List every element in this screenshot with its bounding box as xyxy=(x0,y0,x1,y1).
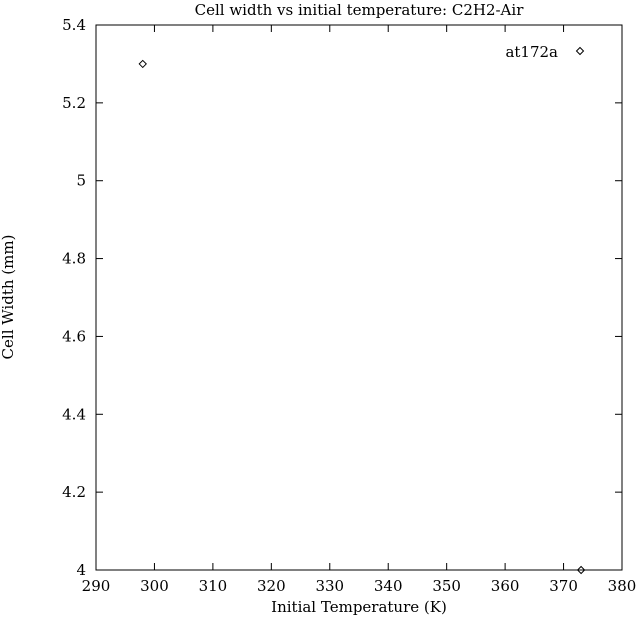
y-tick-label: 5.2 xyxy=(62,94,86,112)
x-tick-label: 310 xyxy=(199,577,228,595)
x-tick-label: 300 xyxy=(140,577,169,595)
y-tick-label: 4.6 xyxy=(62,327,86,345)
y-tick-label: 5.4 xyxy=(62,16,86,34)
y-tick-label: 4.8 xyxy=(62,250,86,268)
y-tick-label: 4 xyxy=(76,561,86,579)
x-tick-label: 380 xyxy=(608,577,636,595)
y-axis-ticks: 4 4.2 4.4 4.6 4.8 5 5.2 5.4 xyxy=(62,16,622,579)
x-tick-label: 370 xyxy=(549,577,578,595)
y-axis-label: Cell Width (mm) xyxy=(0,235,17,360)
x-tick-label: 340 xyxy=(374,577,403,595)
x-tick-label: 290 xyxy=(82,577,111,595)
chart-title: Cell width vs initial temperature: C2H2-… xyxy=(195,1,525,19)
x-tick-label: 350 xyxy=(432,577,461,595)
x-axis-ticks: 290 300 310 320 330 340 350 360 370 380 xyxy=(82,25,636,595)
x-tick-label: 330 xyxy=(315,577,344,595)
legend-label: at172a xyxy=(505,43,558,61)
y-tick-label: 4.4 xyxy=(62,405,86,423)
legend: at172a xyxy=(505,43,585,61)
x-tick-label: 320 xyxy=(257,577,286,595)
y-tick-label: 4.2 xyxy=(62,483,86,501)
legend-marker xyxy=(575,46,585,56)
data-points xyxy=(138,59,586,575)
data-point xyxy=(576,565,586,575)
x-axis-label: Initial Temperature (K) xyxy=(271,598,447,616)
plot-axes xyxy=(95,24,623,571)
plot-frame xyxy=(95,24,623,571)
x-tick-label: 360 xyxy=(491,577,520,595)
data-point xyxy=(138,59,147,69)
y-tick-label: 5 xyxy=(76,172,86,190)
